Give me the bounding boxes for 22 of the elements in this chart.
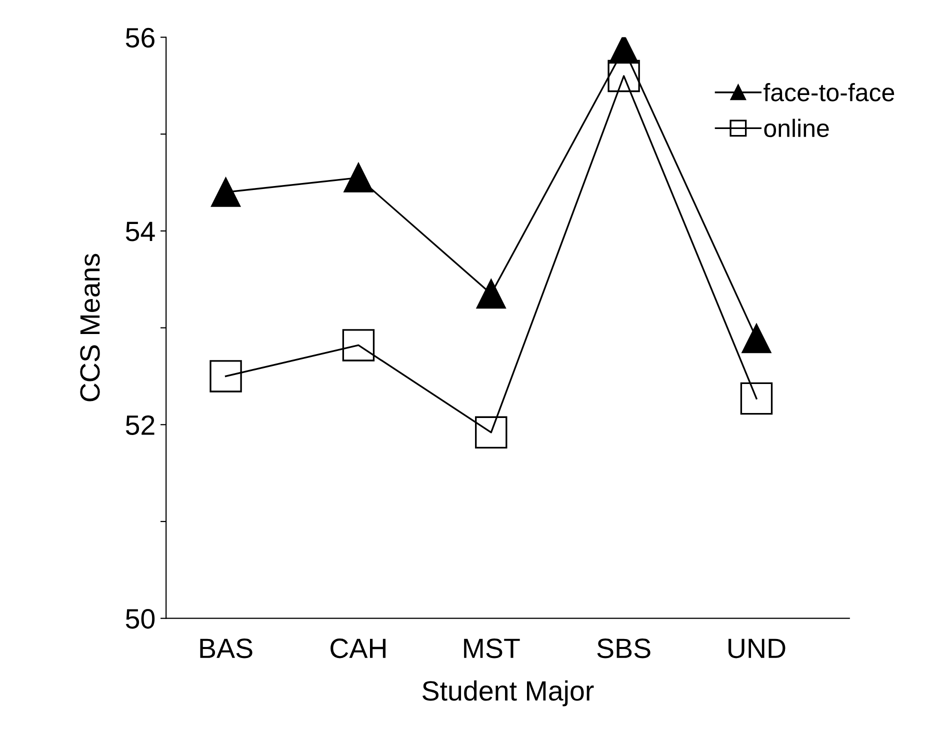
x-tick-label: MST xyxy=(464,638,520,658)
x-axis-title: Student Major xyxy=(422,680,594,706)
y-tick-label: 50 xyxy=(126,609,155,629)
x-tick-label: BAS xyxy=(200,638,252,658)
point xyxy=(608,60,640,92)
point xyxy=(475,416,508,449)
point xyxy=(211,177,241,207)
point xyxy=(210,360,242,392)
x-tick-label: SBS xyxy=(597,638,650,658)
point xyxy=(740,382,773,415)
y-tick-label: 54 xyxy=(126,222,155,242)
y-tick-label: 56 xyxy=(126,28,154,48)
x-tick-label: UND xyxy=(728,638,786,658)
point xyxy=(342,329,375,362)
legend-label: face-to-face xyxy=(764,83,894,102)
point xyxy=(344,162,374,192)
x-tick-label: CAH xyxy=(330,638,386,658)
y-tick-label: 52 xyxy=(126,415,154,435)
point xyxy=(742,324,772,354)
y-axis-title: CCS Means xyxy=(80,254,100,402)
legend-label: online xyxy=(764,118,829,138)
point xyxy=(476,279,506,309)
